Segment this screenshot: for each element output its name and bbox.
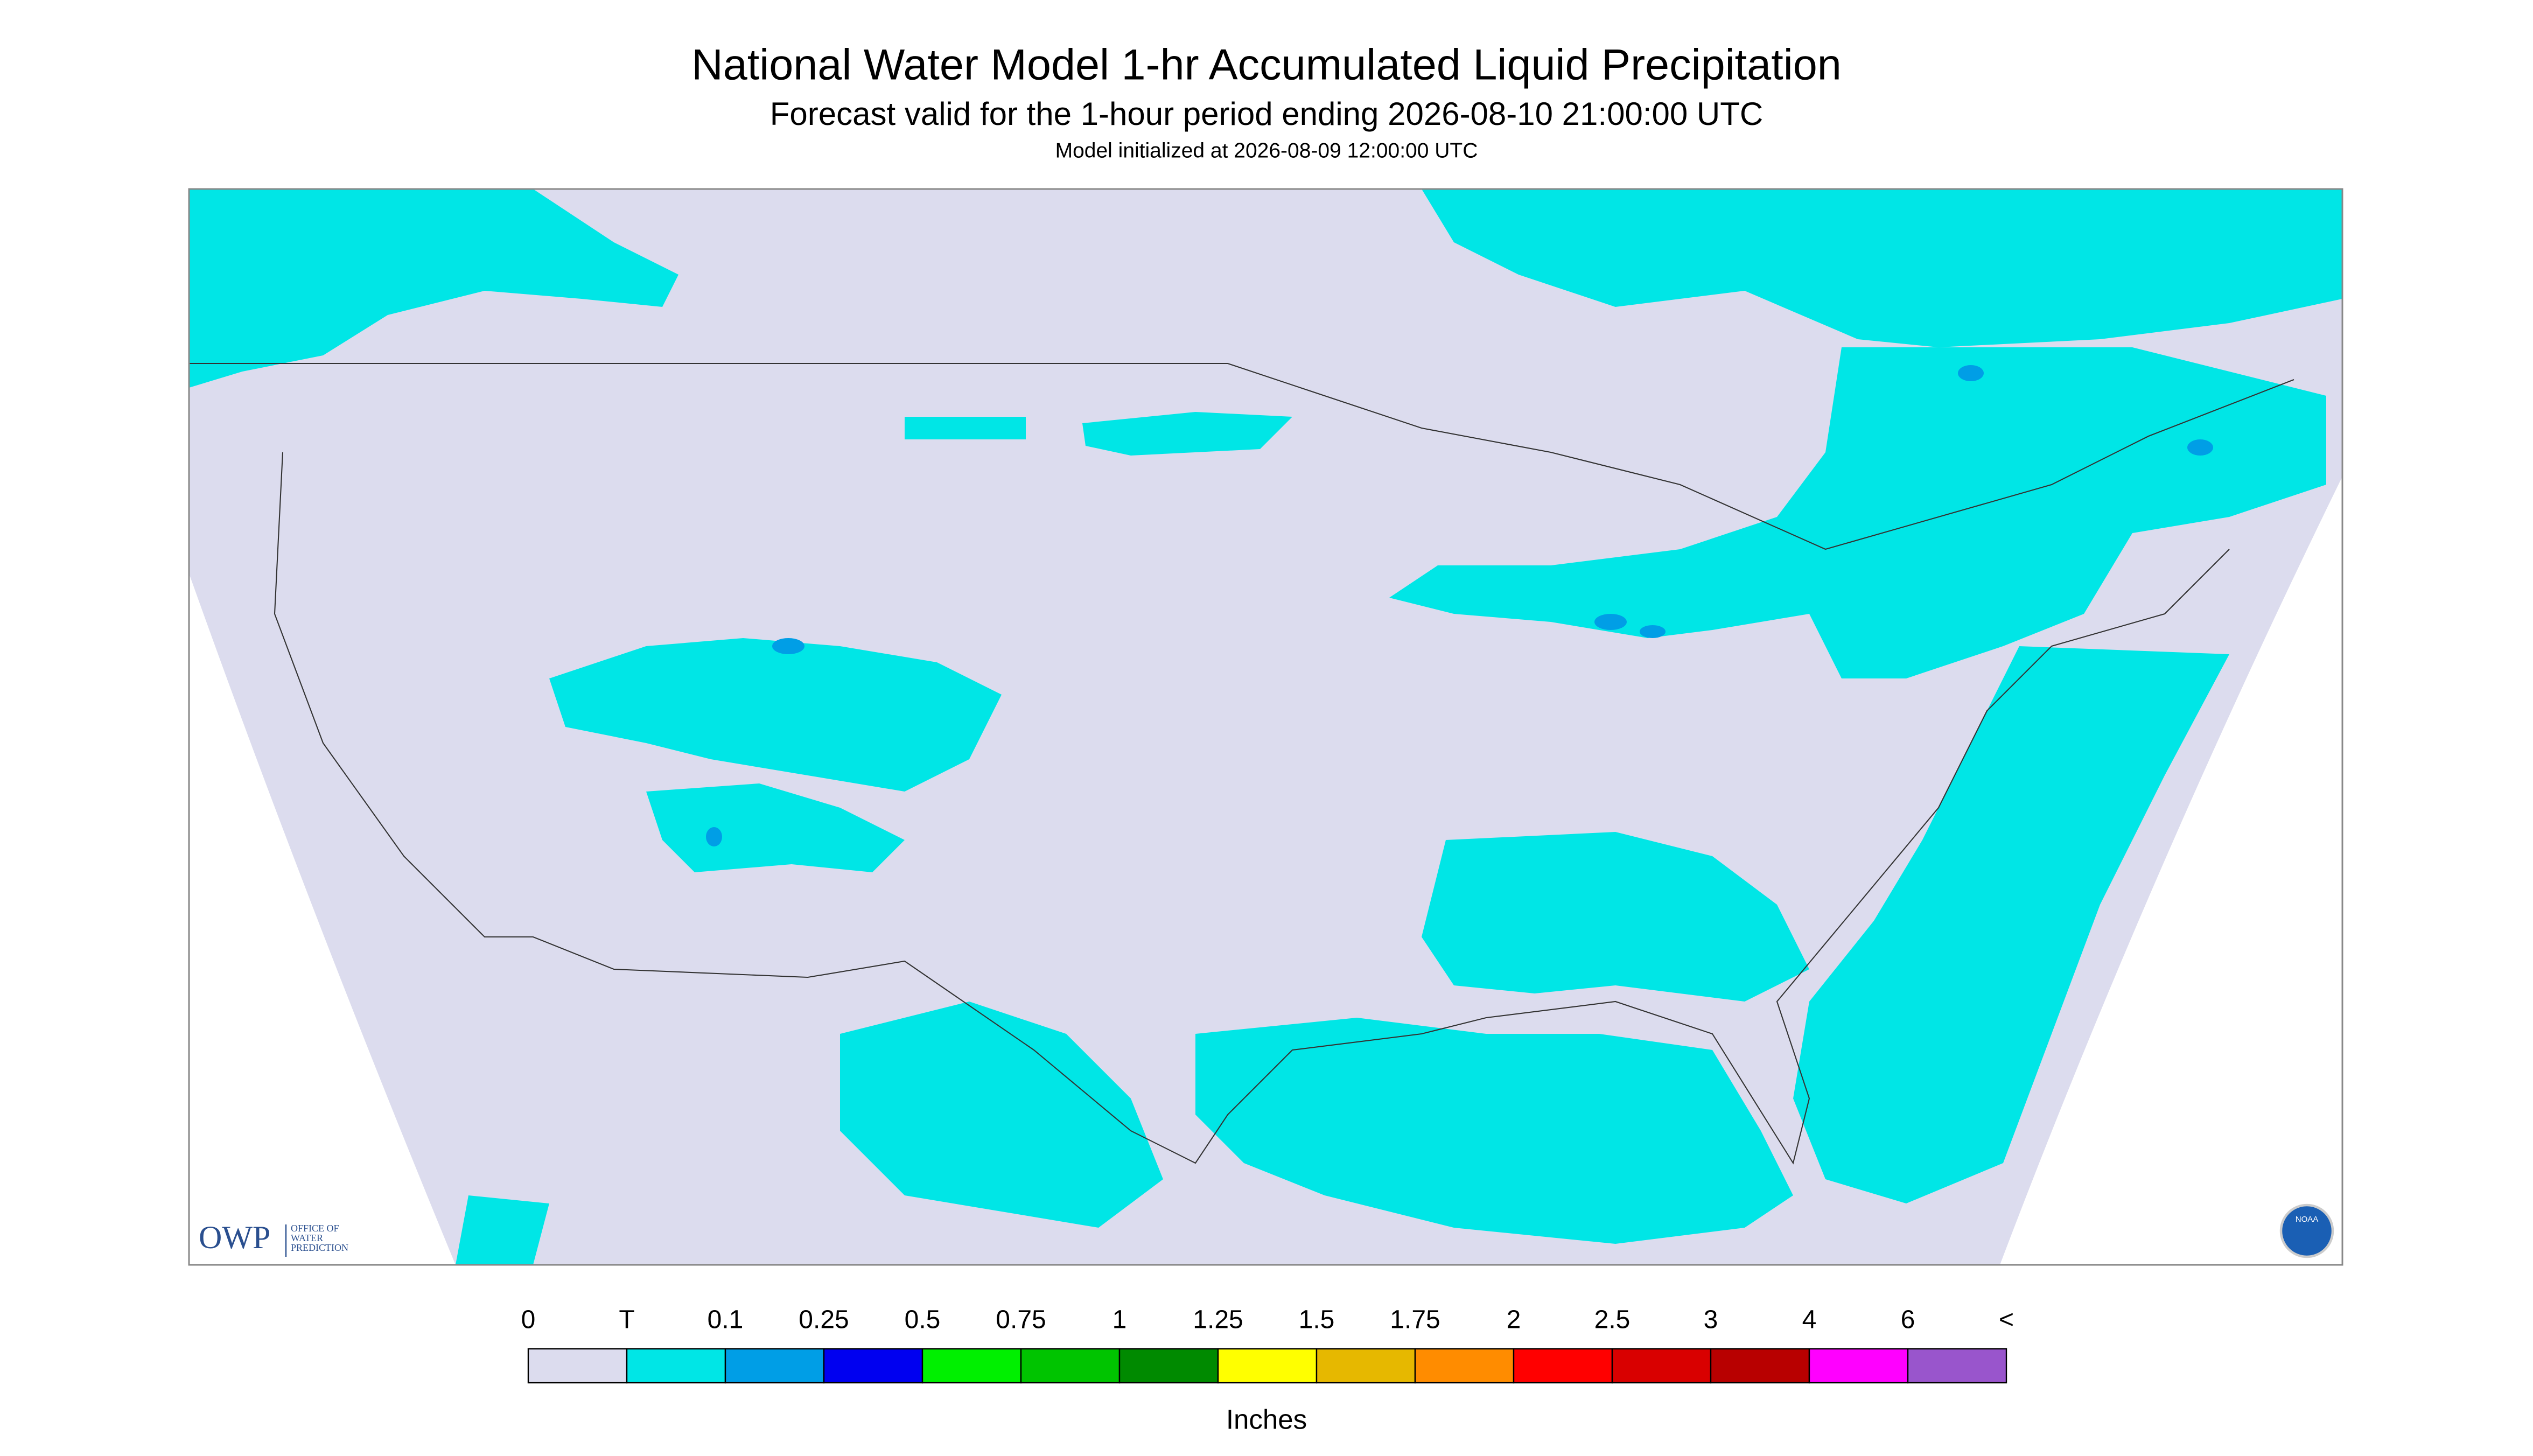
legend-swatch: [1611, 1348, 1712, 1384]
precip-cell: [706, 827, 722, 847]
subtitle: Forecast valid for the 1-hour period end…: [770, 96, 1763, 132]
legend-swatch: [1020, 1348, 1121, 1384]
coastline: [274, 452, 2230, 1165]
precip-area: [1195, 1018, 1793, 1244]
legend-swatch: [1907, 1348, 2007, 1384]
legend-swatch: [823, 1348, 923, 1384]
precip-area: [549, 638, 1002, 792]
precip-area: [905, 412, 1292, 456]
legend-label: 0.5: [905, 1306, 941, 1334]
precip-cell: [2187, 439, 2213, 456]
title: National Water Model 1-hr Accumulated Li…: [691, 40, 1842, 89]
legend-label: T: [619, 1306, 634, 1334]
legend-swatch: [1118, 1348, 1219, 1384]
precip-area: [456, 1195, 549, 1265]
legend-label: 0.1: [708, 1306, 744, 1334]
precip-cell: [1594, 614, 1627, 631]
legend-label: 3: [1704, 1306, 1718, 1334]
owp-text: PREDICTION: [291, 1242, 348, 1253]
legend-swatch: [1513, 1348, 1613, 1384]
precip-area: [189, 189, 678, 388]
owp-logo: OWP: [199, 1220, 270, 1255]
precip-area: [1793, 646, 2229, 1204]
legend-label: 4: [1802, 1306, 1817, 1334]
legend-swatch: [527, 1348, 628, 1384]
legend-label: 0: [521, 1306, 536, 1334]
precip-cell: [1958, 365, 1984, 382]
legend-label: 2.5: [1594, 1306, 1631, 1334]
border-line: [189, 362, 2294, 550]
legend-swatch: [1808, 1348, 1909, 1384]
noaa-logo-ring: [2279, 1203, 2334, 1258]
legend-label: 1.5: [1299, 1306, 1335, 1334]
legend-label: 1.75: [1390, 1306, 1440, 1334]
precip-cell: [1640, 625, 1666, 639]
precip-area: [1389, 347, 2326, 679]
map-frame: [188, 188, 2343, 1266]
map: OWP OFFICE OF WATER PREDICTION NOAA: [188, 188, 2343, 1266]
legend-swatch: [1217, 1348, 1318, 1384]
legend-unit: Inches: [1226, 1404, 1307, 1434]
legend-label: 1: [1112, 1306, 1127, 1334]
legend-swatch: [1414, 1348, 1515, 1384]
legend-label: 6: [1901, 1306, 1915, 1334]
legend-swatch: [626, 1348, 726, 1384]
heavier-precip: [706, 365, 2213, 847]
legend-swatch: [921, 1348, 1022, 1384]
boundaries: [189, 362, 2294, 1165]
precip-area: [646, 783, 905, 873]
legend-swatch: [724, 1348, 825, 1384]
precip-area: [1422, 832, 1809, 1002]
precip-area: [1422, 189, 2342, 348]
precip-areas: [189, 189, 2342, 1265]
precip-cell: [772, 638, 804, 655]
owp-text: OFFICE OF: [291, 1223, 339, 1234]
precip-area: [840, 1002, 1163, 1228]
legend-label: 0.75: [996, 1306, 1046, 1334]
model-domain: [189, 189, 2342, 1265]
legend-swatch: [1710, 1348, 1810, 1384]
noaa-text: NOAA: [2296, 1215, 2319, 1224]
legend-swatch: [1316, 1348, 1416, 1384]
legend-label: <: [1999, 1306, 2014, 1334]
noaa-logo: [2281, 1205, 2333, 1257]
init-note: Model initialized at 2026-08-09 12:00:00…: [1055, 139, 1478, 162]
owp-text: WATER: [291, 1233, 323, 1243]
legend-label: 2: [1507, 1306, 1521, 1334]
legend: 0 T 0.1 0.25 0.5 0.75 1 1.25 1.5 1.75 2 2.5 3 4 6 <: [521, 1306, 2014, 1384]
legend-label: 0.25: [799, 1306, 849, 1334]
legend-label: 1.25: [1193, 1306, 1243, 1334]
